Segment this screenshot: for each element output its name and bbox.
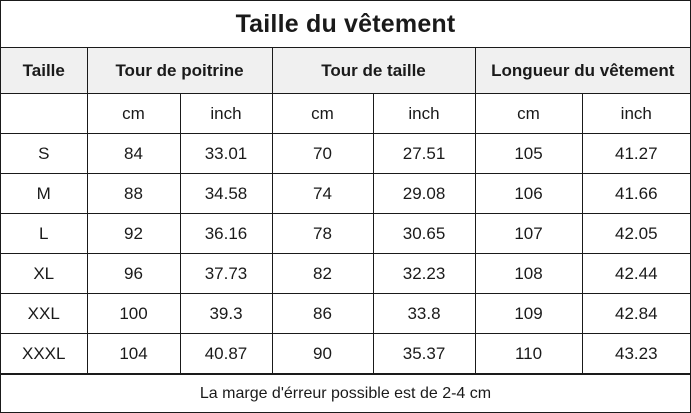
waist-cm-cell: 78 [271,213,374,254]
length-inch-cell: 41.66 [581,173,691,214]
chest-cm-cell: 84 [86,133,181,174]
length-cm-cell: 109 [474,293,583,334]
unit-cell: cm [271,93,374,134]
unit-row: cm inch cm inch cm inch [1,93,691,134]
chest-inch-cell: 34.58 [179,173,273,214]
waist-inch-cell: 33.8 [372,293,476,334]
length-inch-cell: 42.84 [581,293,691,334]
unit-empty-cell [1,93,88,134]
table-row: M 88 34.58 74 29.08 106 41.66 [1,173,691,214]
table-row: XL 96 37.73 82 32.23 108 42.44 [1,253,691,294]
table-row: S 84 33.01 70 27.51 105 41.27 [1,133,691,174]
size-table: Taille Tour de poitrine Tour de taille L… [1,48,691,374]
header-waist: Tour de taille [271,48,476,94]
size-cell: M [1,173,88,214]
waist-inch-cell: 27.51 [372,133,476,174]
chest-cm-cell: 104 [86,333,181,374]
unit-cell: inch [179,93,273,134]
chest-inch-cell: 37.73 [179,253,273,294]
length-inch-cell: 42.05 [581,213,691,254]
length-cm-cell: 106 [474,173,583,214]
waist-cm-cell: 90 [271,333,374,374]
chart-title: Taille du vêtement [1,1,690,48]
chest-inch-cell: 40.87 [179,333,273,374]
chest-inch-cell: 33.01 [179,133,273,174]
size-cell: L [1,213,88,254]
header-size: Taille [1,48,88,94]
chest-cm-cell: 92 [86,213,181,254]
header-chest: Tour de poitrine [86,48,273,94]
waist-inch-cell: 30.65 [372,213,476,254]
size-cell: XXXL [1,333,88,374]
size-cell: XL [1,253,88,294]
length-cm-cell: 107 [474,213,583,254]
chest-cm-cell: 100 [86,293,181,334]
waist-cm-cell: 86 [271,293,374,334]
unit-cell: cm [474,93,583,134]
header-row: Taille Tour de poitrine Tour de taille L… [1,48,691,94]
unit-cell: inch [581,93,691,134]
length-cm-cell: 108 [474,253,583,294]
length-inch-cell: 41.27 [581,133,691,174]
length-cm-cell: 105 [474,133,583,174]
table-row: L 92 36.16 78 30.65 107 42.05 [1,213,691,254]
chest-cm-cell: 88 [86,173,181,214]
length-cm-cell: 110 [474,333,583,374]
table-row: XXXL 104 40.87 90 35.37 110 43.23 [1,333,691,374]
header-length: Longueur du vêtement [474,48,691,94]
waist-inch-cell: 32.23 [372,253,476,294]
chest-inch-cell: 36.16 [179,213,273,254]
waist-cm-cell: 74 [271,173,374,214]
size-cell: S [1,133,88,174]
chest-cm-cell: 96 [86,253,181,294]
length-inch-cell: 43.23 [581,333,691,374]
unit-cell: cm [86,93,181,134]
chest-inch-cell: 39.3 [179,293,273,334]
waist-inch-cell: 35.37 [372,333,476,374]
waist-cm-cell: 82 [271,253,374,294]
error-margin-note: La marge d'érreur possible est de 2-4 cm [1,374,690,413]
length-inch-cell: 42.44 [581,253,691,294]
size-cell: XXL [1,293,88,334]
unit-cell: inch [372,93,476,134]
waist-cm-cell: 70 [271,133,374,174]
table-row: XXL 100 39.3 86 33.8 109 42.84 [1,293,691,334]
waist-inch-cell: 29.08 [372,173,476,214]
